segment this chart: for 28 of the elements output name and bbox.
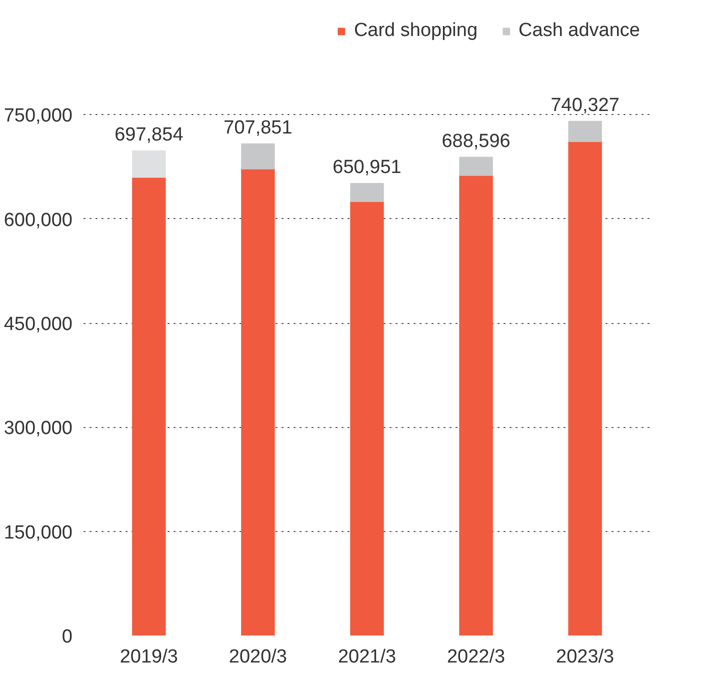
y-tick-label: 600,000: [4, 210, 73, 231]
y-tick-label: 150,000: [4, 522, 73, 544]
x-tick-label: 2021/3: [338, 646, 396, 668]
x-tick-label: 2022/3: [446, 646, 506, 668]
bar: [459, 156, 493, 176]
bar: [568, 120, 602, 142]
bar: [568, 141, 602, 636]
total-label: 688,596: [442, 130, 510, 152]
total-label: 650,951: [332, 157, 402, 178]
bar: [132, 176, 166, 636]
bar: [241, 143, 275, 170]
bar: [350, 182, 384, 202]
y-tick-label: 300,000: [4, 418, 73, 440]
total-label: 697,854: [114, 124, 184, 146]
x-tick-label: 2020/3: [228, 646, 288, 668]
bar: [132, 150, 166, 178]
legend-label: Card shopping: [354, 20, 478, 42]
x-tick-label: 2019/3: [120, 646, 178, 668]
x-tick-label: 2023/3: [556, 646, 614, 668]
total-label: 740,327: [550, 94, 620, 116]
bar: [459, 174, 493, 636]
bar: [241, 168, 275, 636]
legend-label: Cash advance: [518, 20, 640, 42]
bar: [350, 201, 384, 636]
y-tick-label: 450,000: [4, 314, 73, 335]
total-label: 707,851: [224, 118, 292, 139]
y-tick-label: 750,000: [4, 106, 73, 127]
y-tick-label: 0: [62, 626, 73, 648]
